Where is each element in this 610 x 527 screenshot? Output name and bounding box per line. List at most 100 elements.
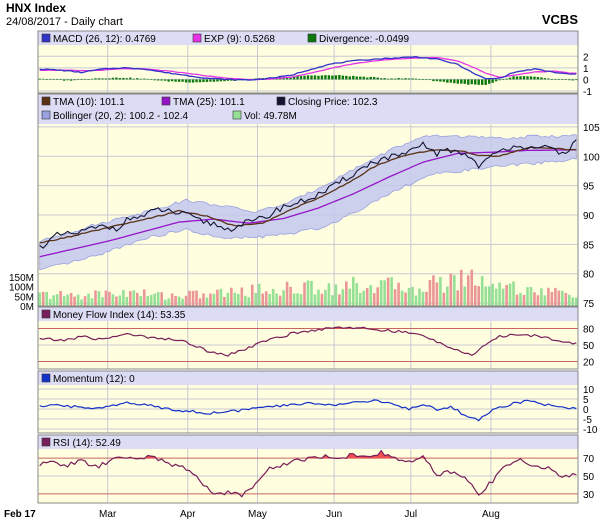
- volume-bar: [512, 281, 515, 306]
- volume-bar: [146, 296, 150, 306]
- divergence-bar: [372, 77, 376, 80]
- divergence-bar: [334, 75, 338, 80]
- momentum-line: [39, 399, 577, 422]
- volume-bar: [313, 294, 317, 306]
- divergence-bar: [575, 79, 578, 81]
- panel-frame: [37, 30, 579, 94]
- divergence-bar: [76, 79, 80, 81]
- volume-bar: [404, 292, 407, 306]
- divergence-bar: [393, 78, 397, 80]
- divergence-bar: [341, 75, 345, 80]
- volume-bar: [393, 289, 397, 306]
- volume-bar: [223, 296, 226, 306]
- legend-swatch: [232, 110, 242, 120]
- divergence-bar: [543, 78, 547, 80]
- volume-bar: [48, 298, 52, 306]
- volume-bar: [69, 293, 73, 306]
- volume-bar: [456, 290, 460, 306]
- divergence-bar: [177, 79, 181, 82]
- divergence-bar: [547, 78, 550, 80]
- tma25-line: [39, 149, 577, 258]
- volume-bar: [250, 284, 254, 306]
- x-tick-label: Jul: [404, 509, 417, 520]
- volume-bar: [261, 293, 265, 306]
- volume-bar: [320, 293, 324, 306]
- volume-bar: [219, 288, 223, 306]
- legend-swatch: [307, 33, 317, 43]
- divergence-bar: [487, 79, 491, 84]
- divergence-bar: [442, 79, 446, 82]
- divergence-bar: [132, 78, 136, 80]
- volume-bar: [87, 293, 90, 306]
- volume-bar: [533, 292, 536, 306]
- divergence-bar: [397, 77, 400, 80]
- divergence-bar: [474, 79, 477, 85]
- divergence-bar: [470, 79, 473, 85]
- y-tick-label: 80: [583, 270, 595, 281]
- volume-bar: [247, 297, 251, 306]
- volume-bar: [132, 290, 136, 306]
- y-tick-label: 100: [583, 152, 600, 163]
- divergence-bar: [160, 79, 163, 81]
- volume-bar: [345, 281, 348, 306]
- volume-bar: [170, 293, 174, 306]
- divergence-bar: [198, 79, 202, 83]
- volume-bar: [97, 291, 101, 306]
- legend-label: Vol: 49.78M: [244, 111, 297, 122]
- legend-swatch: [41, 96, 51, 106]
- divergence-bar: [404, 78, 407, 80]
- volume-bar: [167, 298, 170, 306]
- volume-bar: [355, 283, 359, 306]
- y-tick-label: 2: [583, 52, 589, 63]
- volume-bar: [226, 292, 230, 306]
- divergence-bar: [289, 76, 292, 80]
- divergence-bar: [303, 75, 306, 80]
- volume-bar: [341, 289, 345, 306]
- divergence-bar: [480, 79, 484, 85]
- divergence-bar: [87, 79, 90, 80]
- divergence-bar: [310, 75, 313, 80]
- legend-label: EXP (9): 0.5268: [204, 34, 275, 45]
- volume-bar: [466, 275, 470, 306]
- volume-bar: [463, 286, 467, 306]
- divergence-bar: [150, 79, 153, 81]
- panel-frame: [37, 306, 579, 370]
- volume-bar: [477, 286, 481, 306]
- x-tick-label: Mar: [99, 509, 117, 520]
- volume-bar: [446, 286, 449, 306]
- divergence-bar: [118, 78, 122, 80]
- y-tick-label: 75: [583, 299, 595, 310]
- panel-macd: 210-1 MACD (26, 12): 0.4769 EXP (9): 0.526…: [37, 30, 592, 98]
- divergence-bar: [355, 76, 358, 80]
- divergence-bar: [449, 79, 453, 83]
- volume-bar: [212, 293, 216, 306]
- volume-bar: [310, 280, 313, 306]
- volume-bar: [505, 284, 508, 306]
- volume-tick-label: 0M: [20, 302, 34, 313]
- volume-bar: [188, 290, 191, 306]
- volume-bar: [153, 293, 157, 306]
- y-tick-label: -10: [583, 425, 598, 436]
- divergence-bar: [327, 75, 331, 80]
- volume-bar: [327, 283, 331, 306]
- volume-bar: [306, 280, 310, 306]
- divergence-bar: [425, 79, 428, 81]
- volume-bar: [289, 286, 292, 306]
- volume-bar: [195, 290, 198, 306]
- divergence-bar: [557, 79, 561, 81]
- volume-bar: [83, 296, 87, 306]
- volume-bar: [383, 280, 386, 306]
- divergence-bar: [94, 78, 97, 80]
- y-tick-label: -5: [583, 415, 592, 426]
- volume-bar: [163, 299, 167, 306]
- divergence-bar: [386, 78, 390, 80]
- volume-bar: [122, 290, 125, 306]
- volume-bar: [473, 285, 477, 306]
- volume-bar: [331, 295, 334, 306]
- divergence-bar: [156, 79, 160, 81]
- divergence-bar: [122, 77, 125, 80]
- divergence-bar: [69, 79, 73, 81]
- volume-bar: [282, 290, 285, 306]
- volume-bar: [285, 281, 289, 306]
